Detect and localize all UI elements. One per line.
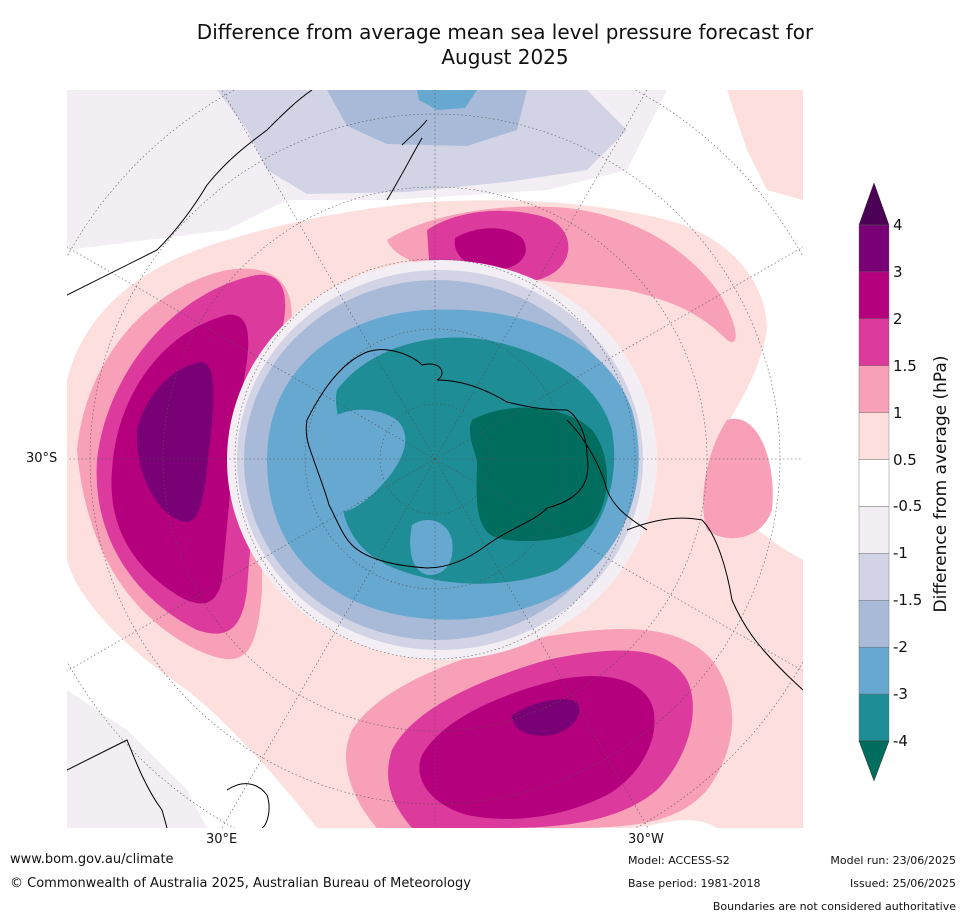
- colorbar-tick-label: -4: [893, 732, 908, 750]
- colorbar-tick-label: 1.5: [893, 356, 917, 375]
- australia-coast: [67, 90, 313, 296]
- pressure-anomaly-map: [67, 90, 803, 828]
- lat-label-30s: 30°S: [26, 451, 58, 466]
- anomaly-neg2-cap-south: [410, 520, 453, 575]
- colorbar-tick-label: -3: [893, 685, 908, 704]
- colorbar-tick-label: -1.5: [893, 591, 923, 610]
- title-line-1: Difference from average mean sea level p…: [196, 20, 814, 44]
- colorbar-band: [858, 693, 890, 742]
- colorbar-tick-label: 4: [893, 216, 903, 234]
- footer-base-period: Base period: 1981-2018: [628, 877, 761, 890]
- colorbar-band: [858, 224, 890, 273]
- colorbar-band: [858, 646, 890, 695]
- colorbar-band: [858, 506, 890, 554]
- coastlines: [67, 90, 803, 828]
- colorbar-band: [858, 412, 890, 460]
- footer-disclaimer: Boundaries are not considered authoritat…: [712, 900, 956, 913]
- anomaly-neg2-cap-inner: [303, 409, 406, 513]
- footer-url[interactable]: www.bom.gov.au/climate: [10, 852, 174, 867]
- anomaly-pos3-west: [136, 362, 214, 522]
- madagascar-coast: [226, 783, 270, 828]
- colorbar-tick-label: 3: [893, 262, 903, 281]
- footer-copyright: © Commonwealth of Australia 2025, Austra…: [10, 876, 471, 891]
- colorbar-bottom-arrow: [858, 740, 890, 782]
- south-america-coast: [626, 517, 803, 691]
- colorbar-band: [858, 271, 890, 320]
- footer-model: Model: ACCESS-S2: [628, 854, 730, 867]
- polar-map: [67, 90, 803, 828]
- colorbar-tick-label: -1: [893, 544, 908, 563]
- colorbar-band: [858, 553, 890, 601]
- colorbar-title: Difference from average (hPa): [931, 355, 951, 613]
- colorbar-top-arrow: [858, 183, 890, 226]
- footer-model-run: Model run: 23/06/2025: [830, 854, 956, 867]
- africa-coast: [67, 739, 168, 828]
- anomaly-neg2-north: [417, 90, 477, 110]
- footer-issued: Issued: 25/06/2025: [849, 877, 956, 890]
- antarctica-coast: [305, 349, 589, 569]
- lon-label-30e: 30°E: [206, 832, 238, 847]
- colorbar-tick-label: 2: [893, 309, 903, 328]
- anomaly-pos05-topright: [727, 90, 803, 200]
- title-line-2: August 2025: [441, 45, 569, 69]
- anomaly-pos1-east: [703, 418, 773, 539]
- colorbar-tick-label: -0.5: [893, 497, 923, 516]
- graticule: [67, 90, 803, 828]
- colorbar-tick-label: 1: [893, 403, 903, 422]
- colorbar-band: [858, 459, 890, 507]
- anomaly-neg15-north: [327, 90, 527, 146]
- anomaly-neg4-cap: [469, 407, 607, 542]
- lon-label-30w: 30°W: [628, 832, 664, 847]
- anomaly-pos2-north: [454, 228, 526, 270]
- anomaly-pos2-south: [419, 676, 655, 819]
- colorbar-tick-label: 0.5: [893, 450, 917, 469]
- map-title: Difference from average mean sea level p…: [100, 20, 910, 70]
- anomaly-neg05-bottomleft: [67, 690, 207, 828]
- colorbar: [858, 183, 890, 782]
- colorbar-bands: [858, 224, 890, 742]
- colorbar-tick-label: -2: [893, 638, 908, 657]
- antarctic-peninsula-coast: [566, 419, 648, 531]
- new-zealand-coast: [386, 119, 428, 201]
- colorbar-band: [858, 318, 890, 366]
- colorbar-band: [858, 365, 890, 413]
- colorbar-band: [858, 600, 890, 648]
- anomaly-pos3-south: [512, 699, 580, 736]
